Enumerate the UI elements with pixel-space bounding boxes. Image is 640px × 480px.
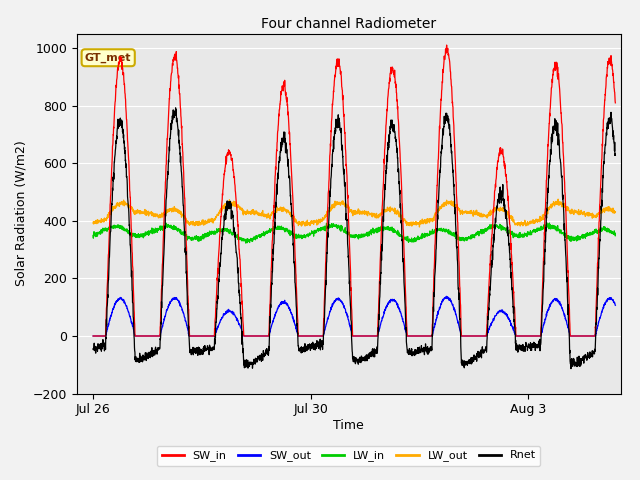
Text: GT_met: GT_met <box>85 53 131 63</box>
Y-axis label: Solar Radiation (W/m2): Solar Radiation (W/m2) <box>14 141 27 287</box>
Title: Four channel Radiometer: Four channel Radiometer <box>261 17 436 31</box>
Legend: SW_in, SW_out, LW_in, LW_out, Rnet: SW_in, SW_out, LW_in, LW_out, Rnet <box>157 446 540 466</box>
X-axis label: Time: Time <box>333 419 364 432</box>
